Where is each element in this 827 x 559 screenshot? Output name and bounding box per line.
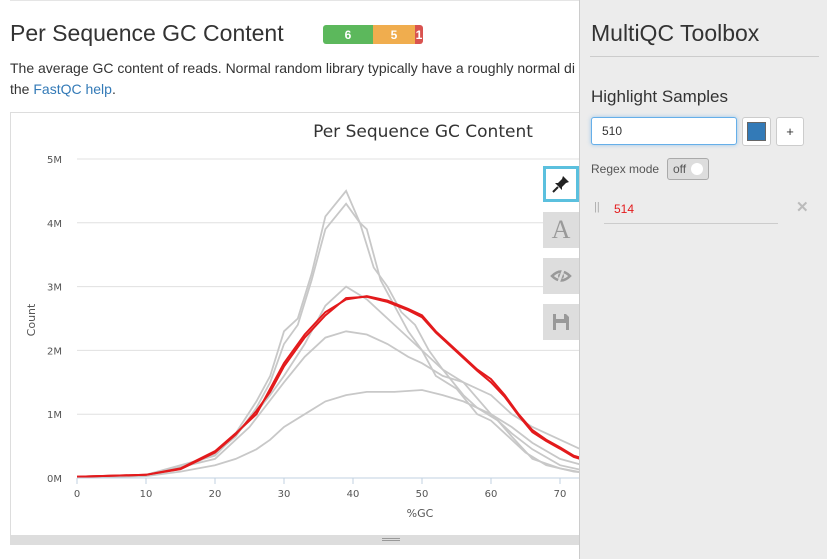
remove-highlight-icon[interactable]: ✕ bbox=[796, 199, 809, 216]
series-line[interactable] bbox=[76, 389, 610, 479]
highlighted-sample-label: 514 bbox=[614, 202, 635, 216]
text-icon[interactable]: A bbox=[543, 212, 579, 248]
x-axis-label: %GC bbox=[407, 507, 434, 520]
y-axis-label: Count bbox=[25, 303, 38, 336]
x-tick-label: 30 bbox=[278, 489, 291, 500]
x-tick-label: 60 bbox=[485, 489, 498, 500]
toolbox-title: MultiQC Toolbox bbox=[591, 20, 760, 46]
badge-fail[interactable]: 1 bbox=[415, 25, 423, 44]
description-text: The average GC content of reads. Normal … bbox=[10, 60, 575, 76]
gc-content-chart: Per Sequence GC Content 0M 1M 2M 3M 4M 5M 0 10 2… bbox=[25, 122, 610, 520]
description-text: the bbox=[10, 81, 34, 97]
x-tick-label: 20 bbox=[209, 489, 222, 500]
description-text: . bbox=[111, 81, 116, 97]
save-icon[interactable] bbox=[543, 304, 579, 340]
regex-mode-toggle[interactable]: off bbox=[667, 158, 709, 180]
highlighted-sample[interactable]: 514 bbox=[604, 197, 778, 224]
y-tick-label: 0M bbox=[47, 474, 62, 485]
y-tick-label: 1M bbox=[47, 410, 62, 421]
chart-title: Per Sequence GC Content bbox=[313, 122, 533, 142]
x-tick-label: 40 bbox=[347, 489, 360, 500]
y-tick-label: 3M bbox=[47, 283, 62, 294]
badge-warn[interactable]: 5 bbox=[373, 25, 415, 44]
series-line[interactable] bbox=[76, 189, 610, 478]
chart-resize-handle[interactable] bbox=[10, 535, 610, 545]
highlighted-series-line[interactable] bbox=[76, 295, 610, 478]
divider bbox=[590, 56, 819, 57]
x-tick-label: 50 bbox=[416, 489, 429, 500]
y-tick-label: 2M bbox=[47, 346, 62, 357]
y-tick-label: 5M bbox=[47, 155, 62, 166]
series-line[interactable] bbox=[76, 285, 610, 478]
regex-mode-label: Regex mode bbox=[591, 162, 660, 176]
y-tick-label: 4M bbox=[47, 219, 62, 230]
add-highlight-button[interactable]: + bbox=[776, 117, 804, 146]
series-line[interactable] bbox=[76, 202, 610, 478]
section-title: Per Sequence GC Content bbox=[10, 20, 284, 46]
hide-icon[interactable] bbox=[543, 258, 579, 294]
highlight-input[interactable]: 510 bbox=[591, 117, 737, 145]
multiqc-toolbox: MultiQC Toolbox Highlight Samples 510 + … bbox=[579, 0, 827, 559]
highlight-heading: Highlight Samples bbox=[591, 87, 729, 106]
section-description: The average GC content of reads. Normal … bbox=[10, 58, 610, 100]
x-tick-label: 70 bbox=[554, 489, 567, 500]
pin-icon[interactable] bbox=[543, 166, 579, 202]
x-tick-label: 0 bbox=[74, 489, 80, 500]
highlighted-series-line[interactable] bbox=[76, 295, 610, 478]
highlight-color-picker[interactable] bbox=[742, 117, 771, 146]
toggle-state: off bbox=[673, 162, 687, 176]
fastqc-help-link[interactable]: FastQC help bbox=[33, 81, 112, 97]
drag-handle-icon[interactable]: || bbox=[594, 201, 600, 213]
badge-pass[interactable]: 6 bbox=[323, 25, 373, 44]
x-tick-label: 10 bbox=[140, 489, 153, 500]
divider bbox=[10, 0, 590, 1]
status-badge[interactable]: 6 5 1 bbox=[323, 25, 423, 44]
